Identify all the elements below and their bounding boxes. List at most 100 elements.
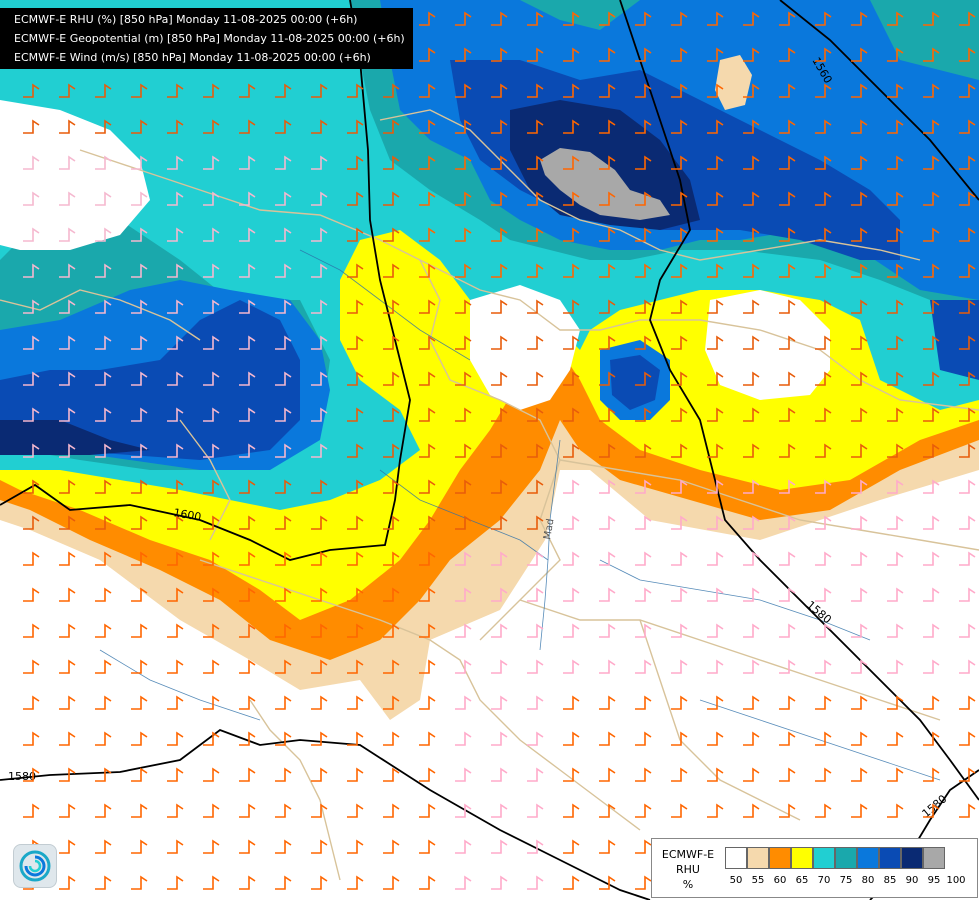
wind-barb: [167, 407, 184, 422]
wind-barb: [635, 227, 652, 242]
wind-barb: [275, 551, 292, 566]
wind-barb: [563, 443, 580, 458]
wind-barb: [527, 767, 544, 782]
wind-barb: [743, 659, 760, 674]
wind-barb: [599, 83, 616, 98]
wind-barb: [635, 263, 652, 278]
wind-barb: [563, 587, 580, 602]
legend-swatch: [857, 847, 879, 869]
wind-barb: [275, 119, 292, 134]
wind-barb: [959, 767, 976, 782]
wind-barb: [347, 695, 364, 710]
wind-barb: [419, 299, 436, 314]
wind-barb: [383, 299, 400, 314]
wind-barb: [923, 119, 940, 134]
wind-barb: [167, 839, 184, 854]
wind-barb: [959, 659, 976, 674]
wind-barb: [419, 623, 436, 638]
wind-barb: [347, 299, 364, 314]
wind-barb: [527, 371, 544, 386]
wind-barb: [239, 659, 256, 674]
wind-barb: [419, 335, 436, 350]
wind-barb: [131, 227, 148, 242]
wind-barb: [671, 227, 688, 242]
wind-barb: [563, 119, 580, 134]
wind-barb: [239, 551, 256, 566]
wind-barb: [239, 371, 256, 386]
wind-barb: [923, 227, 940, 242]
wind-barb: [347, 371, 364, 386]
wind-barb: [311, 767, 328, 782]
wind-barb: [851, 371, 868, 386]
wind-barb: [599, 587, 616, 602]
wind-barb: [203, 191, 220, 206]
wind-barb: [167, 695, 184, 710]
wind-barb: [851, 299, 868, 314]
wind-barb: [599, 227, 616, 242]
wind-barb: [275, 695, 292, 710]
wind-barb: [95, 695, 112, 710]
wind-barb: [743, 119, 760, 134]
wind-barb: [707, 11, 724, 26]
wind-barb: [419, 659, 436, 674]
wind-barb: [815, 47, 832, 62]
wind-barb: [131, 83, 148, 98]
wind-barb: [671, 551, 688, 566]
wind-barb: [455, 299, 472, 314]
wind-barb: [635, 119, 652, 134]
wind-barb: [491, 803, 508, 818]
wind-barb: [851, 731, 868, 746]
wind-barb: [635, 479, 652, 494]
wind-barb: [707, 587, 724, 602]
wind-barb: [347, 587, 364, 602]
contour-label: 1580: [8, 770, 36, 783]
wind-barb: [743, 551, 760, 566]
wind-barb: [599, 551, 616, 566]
wind-barb: [851, 155, 868, 170]
wind-barb: [131, 551, 148, 566]
wind-barb: [959, 695, 976, 710]
wind-barb: [671, 155, 688, 170]
wind-barb: [563, 551, 580, 566]
wind-barb: [167, 731, 184, 746]
wind-barb: [779, 191, 796, 206]
wind-barb: [563, 191, 580, 206]
wind-barbs: [23, 11, 976, 890]
rhu-legend: ECMWF-E RHU % 50 55 60 65 70 75 80 85 90 95 100: [651, 838, 978, 898]
wind-barb: [167, 659, 184, 674]
wind-barb: [527, 11, 544, 26]
legend-title: ECMWF-E RHU %: [654, 847, 722, 892]
wind-barb: [311, 875, 328, 890]
wind-barb: [599, 839, 616, 854]
wind-barb: [743, 227, 760, 242]
wind-barb: [887, 83, 904, 98]
wind-barb: [887, 299, 904, 314]
wind-barb: [527, 407, 544, 422]
wind-barb: [131, 515, 148, 530]
wind-barb: [707, 227, 724, 242]
wind-barb: [311, 227, 328, 242]
wind-barb: [347, 623, 364, 638]
wind-barb: [491, 587, 508, 602]
wind-barb: [59, 443, 76, 458]
wind-barb: [815, 515, 832, 530]
wind-barb: [959, 443, 976, 458]
wind-barb: [419, 47, 436, 62]
legend-threshold-label: 75: [839, 875, 853, 886]
wind-barb: [419, 767, 436, 782]
wind-barb: [491, 47, 508, 62]
wind-barb: [383, 83, 400, 98]
wind-barb: [311, 587, 328, 602]
wind-barb: [203, 119, 220, 134]
wind-barb: [311, 155, 328, 170]
wind-barb: [419, 83, 436, 98]
legend-threshold-label: 85: [883, 875, 897, 886]
wind-barb: [311, 803, 328, 818]
wind-barb: [419, 695, 436, 710]
wind-barb: [59, 515, 76, 530]
wind-barb: [671, 731, 688, 746]
wind-barb: [599, 155, 616, 170]
wind-barb: [203, 443, 220, 458]
wind-barb: [599, 443, 616, 458]
wind-barb: [599, 299, 616, 314]
